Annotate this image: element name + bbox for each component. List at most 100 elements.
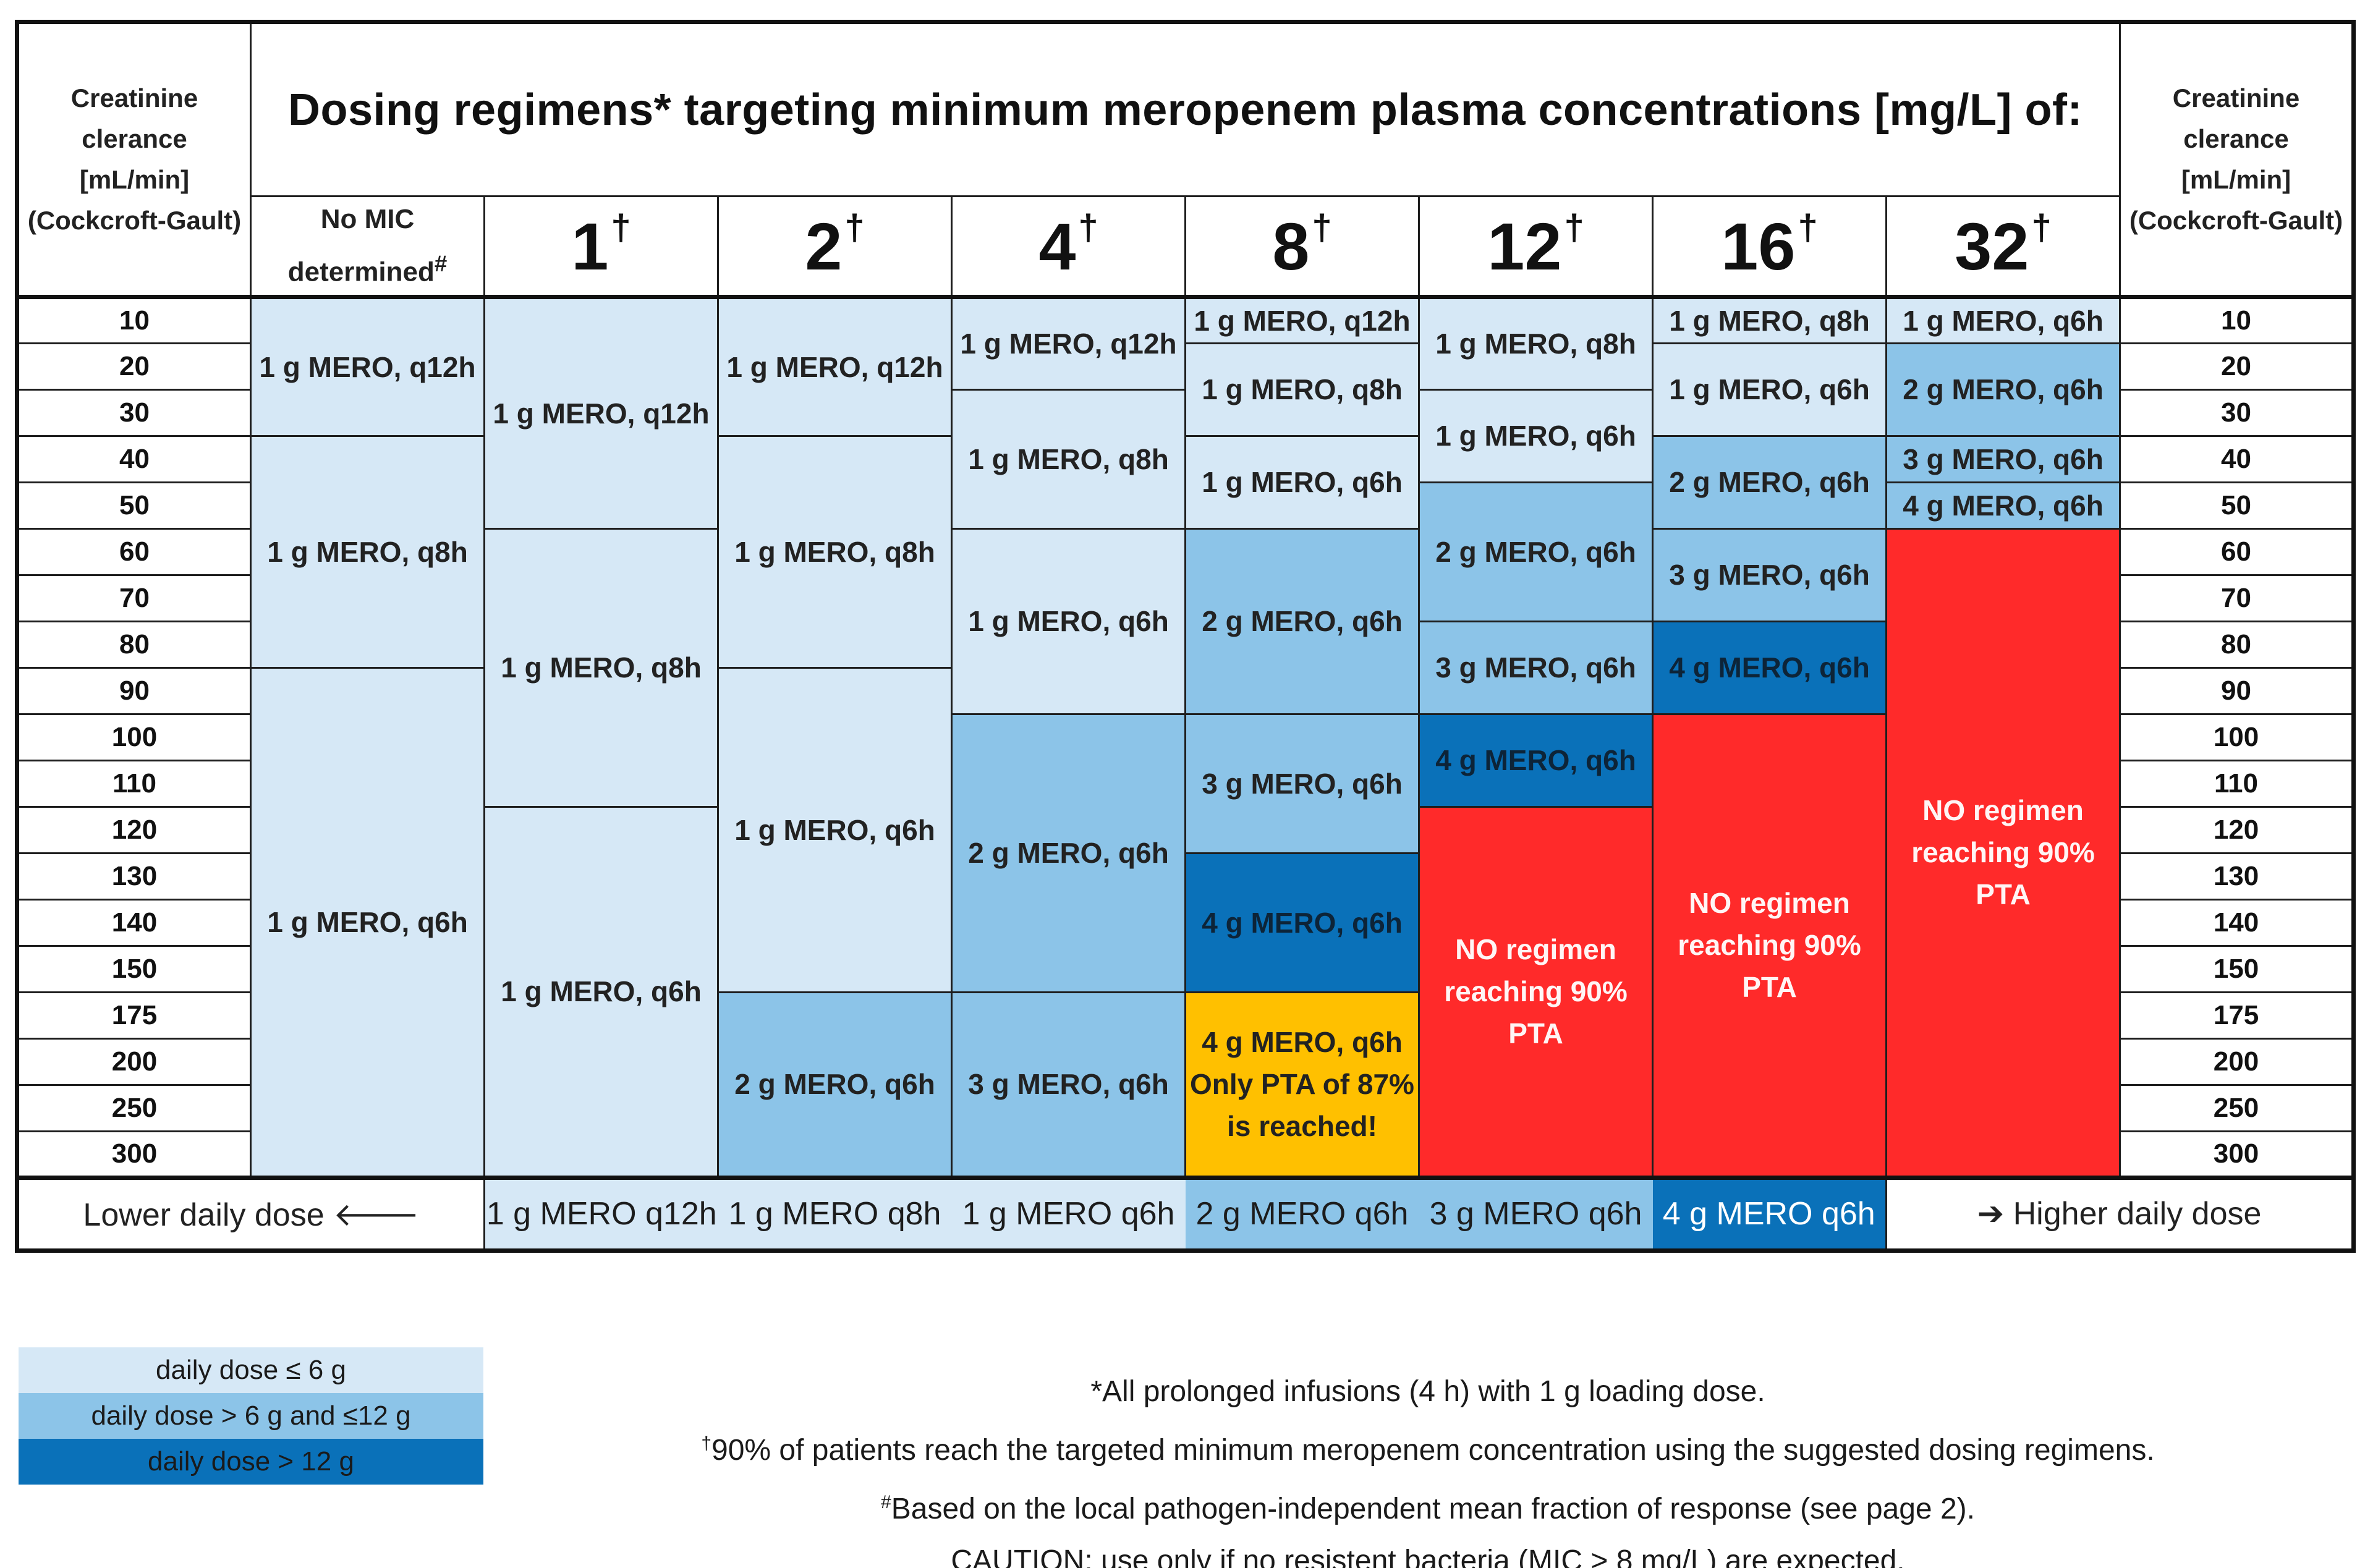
scale-step: 1 g MERO q8h — [718, 1175, 952, 1253]
mic-1-header: 1† — [483, 195, 719, 298]
no-regimen-cell: NO regimen reaching 90% PTA — [1418, 805, 1654, 1179]
mic-12-header: 12† — [1418, 195, 1654, 298]
dose-cell: 1 g MERO, q8h — [951, 388, 1186, 530]
crcl-right-70: 70 — [2119, 574, 2356, 622]
scale-step: 4 g MERO q6h — [1652, 1175, 1887, 1253]
dose-cell: 1 g MERO, q12h — [1184, 294, 1420, 344]
dose-cell: 3 g MERO, q6h — [1418, 620, 1654, 715]
crcl-right-150: 150 — [2119, 944, 2356, 993]
dose-cell: 3 g MERO, q6h — [1652, 527, 1887, 622]
lower-daily-dose: Lower daily dose 🡐 — [15, 1175, 485, 1253]
dose-cell: 1 g MERO, q6h — [1418, 388, 1654, 483]
mic-4-header: 4† — [951, 195, 1186, 298]
crcl-left-20: 20 — [15, 342, 252, 391]
dose-cell: 1 g MERO, q6h — [951, 527, 1186, 715]
crcl-left-50: 50 — [15, 481, 252, 530]
crcl-left-150: 150 — [15, 944, 252, 993]
crcl-left-140: 140 — [15, 898, 252, 947]
dose-cell: 2 g MERO, q6h — [1184, 527, 1420, 715]
arrow-left-icon: 🡐 — [333, 1197, 420, 1233]
arrow-right-icon: ➔ — [1977, 1196, 2005, 1232]
crcl-right-10: 10 — [2119, 294, 2356, 344]
crcl-right-30: 30 — [2119, 388, 2356, 437]
crcl-left-110: 110 — [15, 759, 252, 808]
partial-pta-cell: 4 g MERO, q6h Only PTA of 87% is reached… — [1184, 991, 1420, 1179]
dose-cell: 4 g MERO, q6h — [1652, 620, 1887, 715]
no-regimen-cell: NO regimen reaching 90% PTA — [1885, 527, 2121, 1179]
dose-cell: 2 g MERO, q6h — [1885, 342, 2121, 437]
crcl-right-120: 120 — [2119, 805, 2356, 854]
crcl-left-175: 175 — [15, 991, 252, 1040]
dose-cell: 4 g MERO, q6h — [1184, 852, 1420, 993]
legend-low: daily dose ≤ 6 g — [19, 1347, 483, 1393]
dose-cell: 1 g MERO, q12h — [951, 294, 1186, 391]
dose-cell: 2 g MERO, q6h — [1652, 434, 1887, 530]
dose-cell: 1 g MERO, q8h — [717, 434, 953, 669]
dose-cell: 1 g MERO, q12h — [250, 294, 485, 437]
dose-cell: 1 g MERO, q6h — [1652, 342, 1887, 437]
crcl-left-250: 250 — [15, 1083, 252, 1132]
dose-cell: 3 g MERO, q6h — [1885, 434, 2121, 483]
dose-cell: 4 g MERO, q6h — [1885, 481, 2121, 530]
dose-cell: 1 g MERO, q8h — [250, 434, 485, 669]
dose-cell: 1 g MERO, q12h — [483, 294, 719, 530]
crcl-right-130: 130 — [2119, 852, 2356, 901]
dose-cell: 1 g MERO, q6h — [250, 666, 485, 1179]
crcl-left-90: 90 — [15, 666, 252, 715]
crcl-right-90: 90 — [2119, 666, 2356, 715]
dose-cell: 1 g MERO, q12h — [717, 294, 953, 437]
legend-mid: daily dose > 6 g and ≤12 g — [19, 1393, 483, 1439]
no-regimen-cell: NO regimen reaching 90% PTA — [1652, 713, 1887, 1179]
footnote-hash: #Based on the local pathogen-independent… — [881, 1492, 1975, 1525]
crcl-left-130: 130 — [15, 852, 252, 901]
dose-cell: 1 g MERO, q6h — [1885, 294, 2121, 344]
crcl-left-10: 10 — [15, 294, 252, 344]
crcl-right-50: 50 — [2119, 481, 2356, 530]
dosing-table: Creatinine clerance [mL/min] (Cockcroft-… — [15, 20, 2356, 1253]
dose-legend: daily dose ≤ 6 g daily dose > 6 g and ≤1… — [19, 1347, 483, 1485]
footnotes: *All prolonged infusions (4 h) with 1 g … — [532, 1366, 2324, 1568]
dose-cell: 3 g MERO, q6h — [1184, 713, 1420, 854]
higher-daily-dose: ➔ Higher daily dose — [1885, 1175, 2356, 1253]
crcl-right-140: 140 — [2119, 898, 2356, 947]
left-crcl-header: Creatinine clerance [mL/min] (Cockcroft-… — [15, 20, 252, 298]
crcl-left-100: 100 — [15, 713, 252, 761]
crcl-right-250: 250 — [2119, 1083, 2356, 1132]
dose-cell: 1 g MERO, q6h — [717, 666, 953, 993]
crcl-left-200: 200 — [15, 1037, 252, 1086]
no-mic-header: No MIC determined# — [250, 195, 485, 298]
mic-8-header: 8† — [1184, 195, 1420, 298]
dose-cell: 3 g MERO, q6h — [951, 991, 1186, 1179]
dose-cell: 1 g MERO, q8h — [1184, 342, 1420, 437]
mic-16-header: 16† — [1652, 195, 1887, 298]
dose-cell: 4 g MERO, q6h — [1418, 713, 1654, 808]
crcl-right-300: 300 — [2119, 1130, 2356, 1179]
crcl-left-60: 60 — [15, 527, 252, 576]
crcl-right-40: 40 — [2119, 434, 2356, 483]
table-title: Dosing regimens* targeting minimum merop… — [250, 20, 2121, 197]
dose-cell: 1 g MERO, q8h — [483, 527, 719, 808]
right-crcl-header: Creatinine clerance [mL/min] (Cockcroft-… — [2119, 20, 2356, 298]
mic-2-header: 2† — [717, 195, 953, 298]
crcl-left-70: 70 — [15, 574, 252, 622]
crcl-right-20: 20 — [2119, 342, 2356, 391]
footnote-dagger: †90% of patients reach the targeted mini… — [701, 1433, 2155, 1467]
footnote-infusion: *All prolonged infusions (4 h) with 1 g … — [1090, 1375, 1765, 1408]
crcl-right-175: 175 — [2119, 991, 2356, 1040]
scale-step: 1 g MERO q6h — [951, 1175, 1186, 1253]
crcl-left-30: 30 — [15, 388, 252, 437]
legend-high: daily dose > 12 g — [19, 1439, 483, 1485]
footnote-caution: CAUTION: use only if no resistent bacter… — [951, 1545, 1905, 1568]
dose-cell: 2 g MERO, q6h — [717, 991, 953, 1179]
dose-cell: 2 g MERO, q6h — [951, 713, 1186, 993]
dose-cell: 1 g MERO, q8h — [1418, 294, 1654, 391]
crcl-left-300: 300 — [15, 1130, 252, 1179]
crcl-right-100: 100 — [2119, 713, 2356, 761]
crcl-left-120: 120 — [15, 805, 252, 854]
dose-cell: 2 g MERO, q6h — [1418, 481, 1654, 622]
scale-step: 1 g MERO q12h — [483, 1175, 718, 1253]
mic-32-header: 32† — [1885, 195, 2121, 298]
crcl-right-200: 200 — [2119, 1037, 2356, 1086]
dose-cell: 1 g MERO, q8h — [1652, 294, 1887, 344]
